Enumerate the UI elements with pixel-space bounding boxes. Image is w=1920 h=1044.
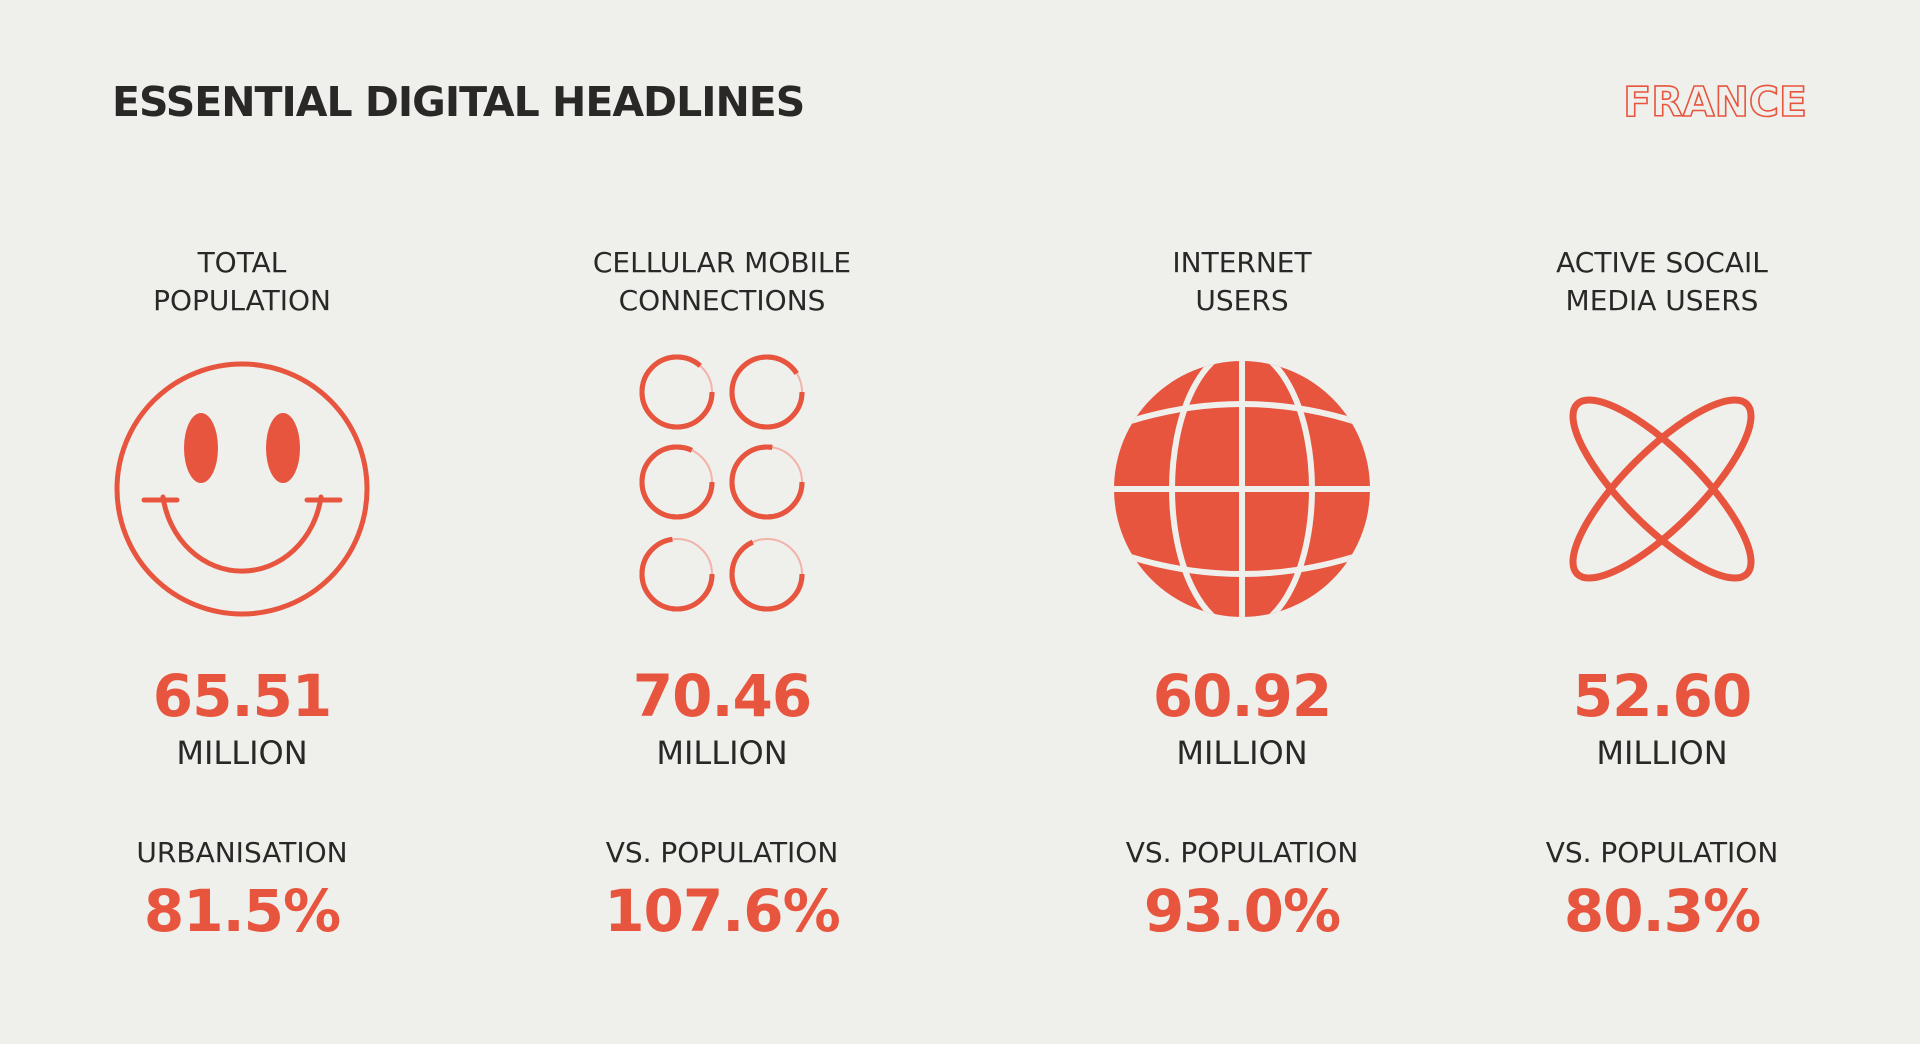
- stat-label-line2: USERS: [1195, 284, 1289, 317]
- stat-value: 70.46: [632, 662, 812, 730]
- stat-label-line1: TOTAL: [197, 246, 287, 279]
- smiley-face-icon: [114, 361, 370, 617]
- stat-label-line1: INTERNET: [1172, 246, 1312, 279]
- stat-label: CELLULAR MOBILE CONNECTIONS: [542, 244, 902, 320]
- stat-subvalue: 107.6%: [604, 877, 841, 945]
- country-label: FRANCE: [1622, 77, 1807, 127]
- stat-sublabel: VS. POPULATION: [605, 836, 839, 869]
- stat-unit: MILLION: [1176, 734, 1308, 772]
- stat-label: ACTIVE SOCAIL MEDIA USERS: [1482, 244, 1842, 320]
- stat-sublabel: URBANISATION: [136, 836, 348, 869]
- six-circles-icon: [639, 354, 805, 612]
- stat-label-line2: CONNECTIONS: [618, 284, 826, 317]
- stat-label-line2: MEDIA USERS: [1565, 284, 1759, 317]
- stat-column-mobile: CELLULAR MOBILE CONNECTIONS: [542, 0, 902, 1044]
- stat-value: 60.92: [1152, 662, 1332, 730]
- stat-column-population: TOTAL POPULATION 65.51 MILLION URBANISAT…: [62, 0, 422, 1044]
- globe-icon: [1114, 361, 1370, 617]
- stat-unit: MILLION: [176, 734, 308, 772]
- stat-unit: MILLION: [1596, 734, 1728, 772]
- stat-label: TOTAL POPULATION: [62, 244, 422, 320]
- stat-value: 65.51: [152, 662, 332, 730]
- stat-sublabel: VS. POPULATION: [1545, 836, 1779, 869]
- stat-label: INTERNET USERS: [1062, 244, 1422, 320]
- stat-label-line1: CELLULAR MOBILE: [592, 246, 852, 279]
- stat-label-line2: POPULATION: [153, 284, 331, 317]
- stat-subvalue: 80.3%: [1563, 877, 1761, 945]
- stat-column-internet: INTERNET USERS 60.92 MILLION VS. POPULAT…: [1062, 0, 1422, 1044]
- page-title: ESSENTIAL DIGITAL HEADLINES: [112, 78, 805, 126]
- crossed-orbits-icon: [1569, 396, 1755, 582]
- stat-subvalue: 81.5%: [143, 877, 341, 945]
- stat-label-line1: ACTIVE SOCAIL: [1556, 246, 1768, 279]
- stat-subvalue: 93.0%: [1143, 877, 1341, 945]
- stat-column-social: ACTIVE SOCAIL MEDIA USERS 52.60 MILLION …: [1482, 0, 1842, 1044]
- stat-sublabel: VS. POPULATION: [1125, 836, 1359, 869]
- stat-unit: MILLION: [656, 734, 788, 772]
- stat-value: 52.60: [1572, 662, 1752, 730]
